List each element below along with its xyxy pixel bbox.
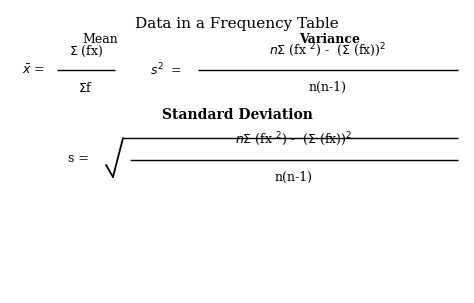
Text: $\Sigma$ (fx): $\Sigma$ (fx) bbox=[69, 44, 103, 59]
Text: n(n-1): n(n-1) bbox=[309, 81, 347, 94]
Text: $\Sigma$f: $\Sigma$f bbox=[78, 81, 94, 95]
Text: $s^2$  =: $s^2$ = bbox=[150, 62, 183, 78]
Text: n(n-1): n(n-1) bbox=[275, 171, 313, 184]
Text: Standard Deviation: Standard Deviation bbox=[162, 108, 312, 122]
Text: Variance: Variance bbox=[300, 33, 361, 46]
Text: $n\Sigma$ (fx $^{2}$) -  ($\Sigma$ (fx))$^{2}$: $n\Sigma$ (fx $^{2}$) - ($\Sigma$ (fx))$… bbox=[269, 41, 387, 59]
Text: $\bar{x}$ =: $\bar{x}$ = bbox=[22, 63, 46, 77]
Text: Mean: Mean bbox=[82, 33, 118, 46]
Text: $n\Sigma$ (fx $^{2}$) -  ($\Sigma$ (fx))$^{2}$: $n\Sigma$ (fx $^{2}$) - ($\Sigma$ (fx))$… bbox=[236, 130, 353, 148]
Text: s =: s = bbox=[68, 152, 93, 165]
Text: Data in a Frequency Table: Data in a Frequency Table bbox=[135, 17, 339, 31]
